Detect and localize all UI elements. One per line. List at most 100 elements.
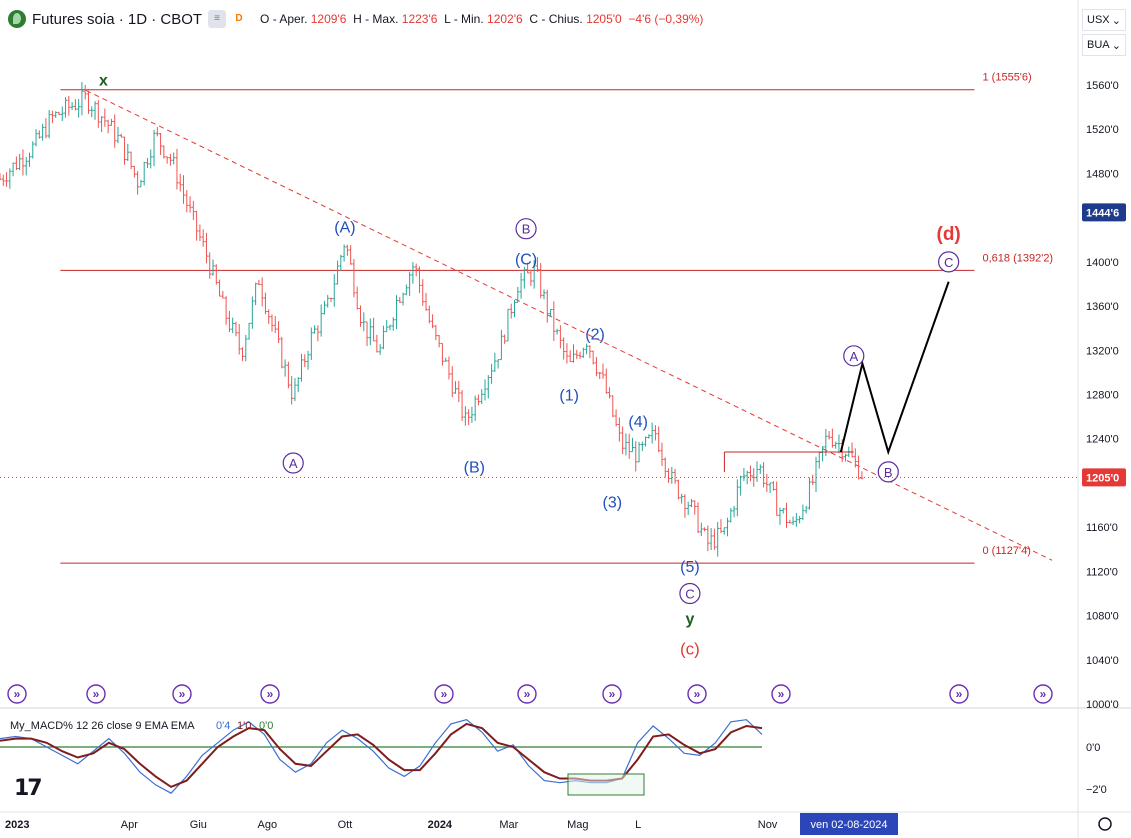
event-marker-icon[interactable] <box>602 684 622 704</box>
symbol-title[interactable]: Futures soia · 1D · CBOT <box>32 10 203 28</box>
unit-select[interactable]: BUA ⌄ <box>1082 34 1126 56</box>
fib-level-label: 0 (1127'4) <box>983 545 1031 557</box>
price-tick-label: 1480'0 <box>1086 168 1119 180</box>
wave-label-circle[interactable] <box>515 218 537 240</box>
event-marker-icon[interactable] <box>771 684 791 704</box>
low-value: 1202'6 <box>487 12 523 26</box>
event-marker-icon[interactable] <box>517 684 537 704</box>
high-value: 1223'6 <box>401 12 438 26</box>
wave-label: (B) <box>464 459 485 476</box>
wave-label: (2) <box>585 327 605 344</box>
price-tick-label: 1400'0 <box>1086 257 1119 269</box>
event-marker-icon[interactable] <box>949 684 969 704</box>
macd-tick-label: 0'0 <box>1086 742 1100 754</box>
macd-legend-value: 0'0 <box>259 720 273 732</box>
event-marker-icon[interactable] <box>7 684 27 704</box>
wave-label: (5) <box>680 559 700 576</box>
event-marker-glyph: » <box>93 687 100 701</box>
close-value: 1205'0 <box>586 12 622 26</box>
wave-label: A <box>849 349 858 364</box>
time-tick-label: Mag <box>567 819 588 831</box>
projection-path[interactable] <box>839 281 950 456</box>
currency-select[interactable]: USX ⌄ <box>1082 9 1126 31</box>
price-tick-label: 1040'0 <box>1086 655 1119 667</box>
macd-series-line <box>0 719 763 794</box>
wave-label: (d) <box>937 224 961 245</box>
wave-label-circle[interactable] <box>679 582 701 605</box>
macd-legend-value: 1'0 <box>237 720 251 732</box>
wave-label-circle[interactable] <box>877 461 899 483</box>
wave-label: (1) <box>559 388 579 405</box>
price-tick-label: 1160'0 <box>1086 522 1118 534</box>
price-tick-label: 1280'0 <box>1086 390 1119 402</box>
ohlc-readout: O - Aper. 1209'6 H - Max. 1223'6 L - Min… <box>260 12 704 26</box>
event-marker-icon[interactable] <box>434 684 454 704</box>
event-marker-glyph: » <box>778 687 785 701</box>
price-axis-tag <box>1082 468 1126 487</box>
open-value: 1209'6 <box>310 12 347 26</box>
event-marker-icon[interactable] <box>687 684 707 704</box>
event-marker-glyph: » <box>179 687 186 701</box>
wave-label: (A) <box>334 219 355 236</box>
price-axis-tag-label: 1205'0 <box>1086 472 1119 484</box>
event-marker-glyph: » <box>441 687 448 701</box>
event-marker-icon[interactable] <box>1033 684 1053 704</box>
fib-level-label: 1 (1555'6) <box>983 72 1032 84</box>
time-tick-label: Ott <box>338 819 353 831</box>
event-marker-glyph: » <box>524 687 531 701</box>
price-axis-tag <box>1082 203 1126 222</box>
chevron-down-icon: ⌄ <box>1111 14 1121 27</box>
wave-label: (c) <box>680 640 700 659</box>
wave-label: C <box>944 255 953 270</box>
time-tick-label: 2023 <box>5 819 29 831</box>
delayed-data-badge[interactable]: D <box>235 13 243 24</box>
wave-label-circle[interactable] <box>843 345 865 367</box>
wave-label-circle[interactable] <box>282 452 304 474</box>
price-tick-label: 1000'0 <box>1086 699 1119 711</box>
wave-label: x <box>99 72 108 89</box>
wave-label: (C) <box>515 252 537 269</box>
wave-label-circle[interactable] <box>938 251 960 273</box>
time-tick-label: Giu <box>190 819 207 831</box>
event-marker-glyph: » <box>609 687 616 701</box>
chart-header: Futures soia · 1D · CBOT ≡ D O - Aper. 1… <box>8 6 703 32</box>
macd-legend-title: My_MACD% 12 26 close 9 EMA EMA <box>10 720 195 732</box>
event-marker-glyph: » <box>14 687 21 701</box>
event-marker-glyph: » <box>956 687 963 701</box>
event-marker-icon[interactable] <box>172 684 192 704</box>
time-tick-label: 2024 <box>428 819 453 831</box>
macd-series-line <box>0 722 763 789</box>
crosshair-date-label: ven 02-08-2024 <box>810 819 887 831</box>
event-marker-icon[interactable] <box>86 684 106 704</box>
event-marker-icon[interactable] <box>260 684 280 704</box>
wave-label: A <box>289 456 298 471</box>
macd-legend-value: 0'4 <box>216 720 230 732</box>
time-tick-label: Ago <box>258 819 278 831</box>
price-tick-label: 1520'0 <box>1086 124 1119 136</box>
interval-badge[interactable]: ≡ <box>208 10 227 28</box>
change-value: −4'6 (−0,39%) <box>628 12 704 26</box>
price-tick-label: 1560'0 <box>1086 80 1119 92</box>
time-tick-label: Nov <box>758 819 778 831</box>
macd-tick-label: −2'0 <box>1086 784 1107 796</box>
fib-level-label: 0,618 (1392'2) <box>983 252 1054 264</box>
wave-label: B <box>522 222 531 237</box>
price-tick-label: 1240'0 <box>1086 434 1119 446</box>
wave-label: B <box>884 465 893 480</box>
event-marker-glyph: » <box>1040 687 1047 701</box>
tradingview-logo-icon[interactable]: 17 <box>14 776 43 801</box>
descending-trendline[interactable] <box>86 90 1053 561</box>
time-tick-label: Mar <box>499 819 518 831</box>
macd-highlight-box[interactable] <box>567 773 645 796</box>
settings-gear-icon[interactable] <box>1098 817 1112 831</box>
time-tick-label: Apr <box>121 819 138 831</box>
chevron-down-icon: ⌄ <box>1111 39 1121 52</box>
time-tick-label: L <box>635 819 641 831</box>
event-marker-glyph: » <box>267 687 274 701</box>
wave-label: (4) <box>628 414 648 431</box>
event-marker-glyph: » <box>694 687 701 701</box>
wave-label: (3) <box>603 495 623 512</box>
price-tick-label: 1120'0 <box>1086 566 1118 578</box>
wave-label: y <box>685 611 694 628</box>
